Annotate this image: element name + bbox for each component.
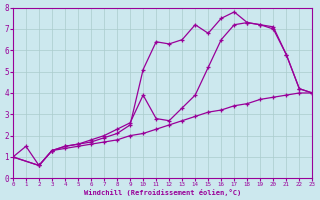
X-axis label: Windchill (Refroidissement éolien,°C): Windchill (Refroidissement éolien,°C) <box>84 189 241 196</box>
